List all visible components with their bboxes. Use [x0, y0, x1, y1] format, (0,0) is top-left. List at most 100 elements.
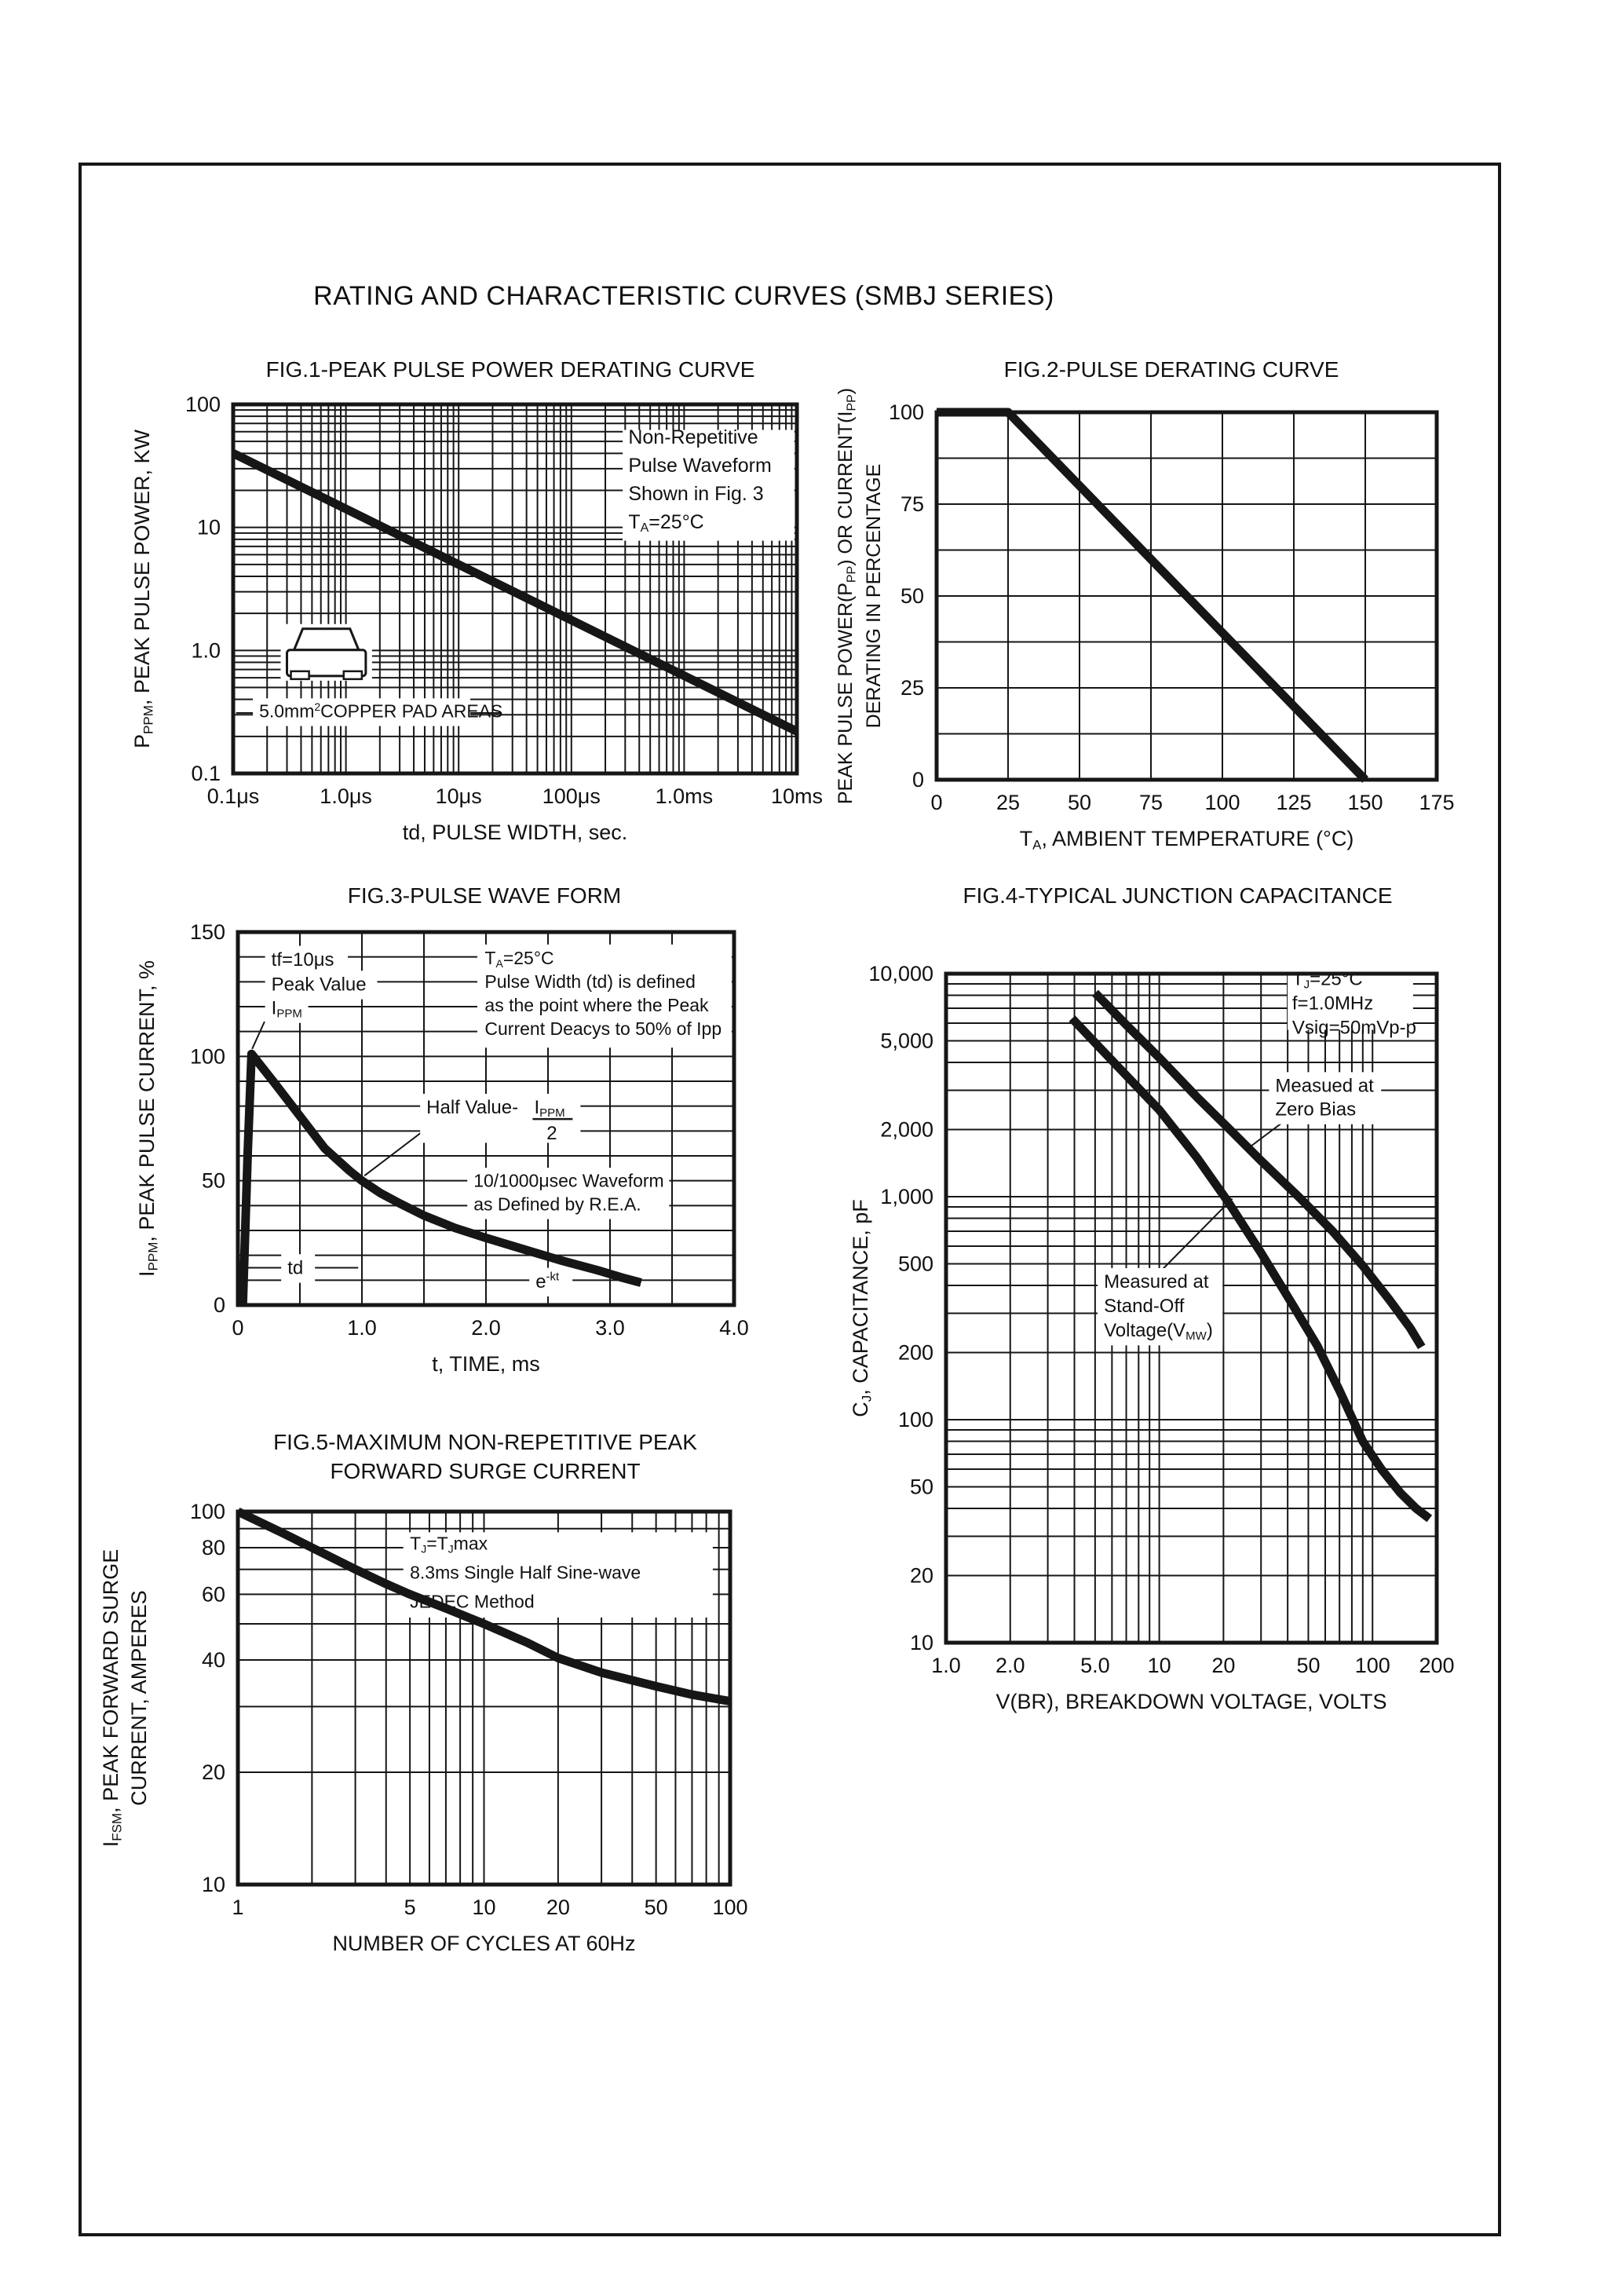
svg-text:3.0: 3.0 [595, 1316, 625, 1340]
svg-text:Pulse Width (td) is defined: Pulse Width (td) is defined [484, 971, 695, 992]
fig4-series-zero-bias [1091, 989, 1426, 1350]
fig5-title-line1: FIG.5-MAXIMUM NON-REPETITIVE PEAK [273, 1430, 697, 1454]
svg-text:TA=25°C: TA=25°C [484, 948, 553, 970]
svg-text:100: 100 [1204, 791, 1240, 814]
fig1-chart: Non-Repetitive Pulse Waveform Shown in Fig… [130, 393, 823, 844]
svg-text:25: 25 [901, 676, 924, 700]
fig4-y-axis-title-0: CJ, CAPACITANCE, pF [849, 1199, 875, 1417]
fig1-smb-package-icon [280, 623, 372, 681]
svg-text:100: 100 [190, 1500, 225, 1523]
svg-text:20: 20 [1211, 1654, 1235, 1677]
svg-text:e-kt: e-kt [535, 1270, 560, 1292]
svg-text:0: 0 [232, 1316, 243, 1340]
svg-text:0: 0 [930, 791, 942, 814]
fig2-chart: 0 25 50 75 100 125 150 175 0 25 50 75 100 TA, AMBIENT… [835, 388, 1455, 853]
svg-text:0.1μs: 0.1μs [207, 784, 260, 808]
svg-text:60: 60 [202, 1582, 225, 1606]
svg-text:80: 80 [202, 1536, 225, 1559]
svg-text:50: 50 [1068, 791, 1091, 814]
svg-text:100: 100 [185, 393, 221, 416]
svg-text:100: 100 [898, 1408, 933, 1431]
fig4-tick-labels: 1.0 2.0 5.0 10 20 50 100 200 10,000 5,000 2,000 1,0… [868, 962, 1454, 1677]
fig5-x-axis-title: NUMBER OF CYCLES AT 60Hz [332, 1932, 635, 1955]
fig4-series-stand-off-voltage [1069, 1015, 1433, 1523]
fig3-plot-border [236, 930, 736, 1307]
fig2-x-axis-title: TA, AMBIENT TEMPERATURE (°C) [1020, 827, 1354, 853]
fig5-y-axis-title-0: IFSM, PEAK FORWARD SURGE [99, 1549, 125, 1847]
fig1-annotation-4: 5.0mm2COPPER PAD AREAS [253, 698, 502, 726]
svg-text:2: 2 [546, 1123, 557, 1144]
svg-text:40: 40 [202, 1648, 225, 1672]
fig1-series-peak-pulse-power [231, 449, 799, 736]
svg-text:500: 500 [898, 1252, 933, 1275]
svg-text:10μs: 10μs [436, 784, 482, 808]
svg-text:Measured at: Measured at [1104, 1271, 1209, 1292]
fig2-title: FIG.2-PULSE DERATING CURVE [1003, 357, 1339, 382]
svg-text:as Defined by R.E.A.: as Defined by R.E.A. [473, 1194, 641, 1215]
svg-text:TJ=TJmax: TJ=TJmax [410, 1534, 488, 1556]
svg-text:Vsig=50mVp-p: Vsig=50mVp-p [1292, 1017, 1416, 1038]
svg-text:1.0ms: 1.0ms [656, 784, 714, 808]
svg-text:as the point where the Peak: as the point where the Peak [484, 995, 709, 1015]
svg-text:1,000: 1,000 [880, 1185, 933, 1208]
svg-text:10: 10 [1148, 1654, 1171, 1677]
svg-text:20: 20 [202, 1760, 225, 1784]
svg-text:2,000: 2,000 [880, 1118, 933, 1142]
svg-text:10/1000μsec Waveform: 10/1000μsec Waveform [473, 1171, 664, 1191]
svg-text:200: 200 [1419, 1654, 1454, 1677]
svg-text:Peak Value: Peak Value [272, 974, 367, 995]
fig1-annotation-0: Non-Repetitive Pulse Waveform Shown in Fig… [623, 426, 795, 541]
svg-text:150: 150 [190, 920, 225, 944]
svg-text:50: 50 [202, 1169, 225, 1193]
fig1-y-axis-title-0: PPPM, PEAK PULSE POWER, KW [130, 430, 156, 748]
svg-text:5.0: 5.0 [1080, 1654, 1110, 1677]
svg-text:50: 50 [910, 1475, 933, 1498]
svg-text:50: 50 [901, 584, 924, 608]
fig3-annotation-3: IPPM [265, 994, 309, 1023]
svg-text:1.0: 1.0 [191, 638, 221, 662]
fig3-title: FIG.3-PULSE WAVE FORM [347, 883, 622, 908]
svg-text:100: 100 [889, 400, 924, 424]
fig3-annotation-0: tf=10μs [265, 945, 349, 974]
page-title: RATING AND CHARACTERISTIC CURVES (SMBJ S… [313, 281, 1054, 311]
svg-text:1.0: 1.0 [347, 1316, 377, 1340]
svg-text:IPPM: IPPM [534, 1097, 564, 1120]
svg-text:Stand-Off: Stand-Off [1104, 1296, 1185, 1317]
svg-text:100μs: 100μs [542, 784, 601, 808]
svg-text:10: 10 [910, 1631, 933, 1654]
fig5-series-surge-current [236, 1508, 731, 1706]
svg-text:TA=25°C: TA=25°C [628, 511, 703, 535]
svg-text:200: 200 [898, 1341, 933, 1365]
svg-text:td: td [287, 1257, 303, 1278]
fig3-x-axis-title: t, TIME, ms [432, 1352, 540, 1376]
svg-text:tf=10μs: tf=10μs [272, 949, 334, 971]
svg-text:5.0mm2COPPER PAD AREAS: 5.0mm2COPPER PAD AREAS [259, 700, 502, 722]
fig2-plot-border [934, 410, 1439, 782]
svg-text:75: 75 [901, 492, 924, 516]
fig5-title-line2: FORWARD SURGE CURRENT [330, 1459, 641, 1483]
fig1-title: FIG.1-PEAK PULSE POWER DERATING CURVE [265, 357, 755, 382]
fig3-annotation-9: td [281, 1254, 316, 1283]
svg-text:Voltage(VMW): Voltage(VMW) [1104, 1320, 1213, 1343]
fig2-y-axis-title-0: PEAK PULSE POWER(PPP) OR CURRENT(IPP) [835, 388, 858, 804]
svg-text:100: 100 [190, 1044, 225, 1068]
fig1-plot-border [231, 402, 799, 776]
svg-text:Zero Bias: Zero Bias [1275, 1099, 1356, 1121]
fig3-annotation-6: Half Value- IPPM 2 [420, 1093, 581, 1144]
svg-text:Non-Repetitive: Non-Repetitive [628, 426, 758, 448]
svg-text:1: 1 [232, 1896, 243, 1919]
fig5-plot-border [236, 1509, 732, 1887]
fig5-y-axis-title-1: CURRENT, AMPERES [127, 1590, 151, 1806]
fig4-x-axis-title: V(BR), BREAKDOWN VOLTAGE, VOLTS [995, 1690, 1386, 1713]
svg-text:10: 10 [197, 516, 221, 539]
svg-text:8.3ms Single Half Sine-wave: 8.3ms Single Half Sine-wave [410, 1563, 641, 1583]
svg-text:10ms: 10ms [771, 784, 823, 808]
fig5-tick-labels: 1 5 10 20 50 100 10 20 40 60 80 100 [190, 1500, 748, 1919]
svg-text:10,000: 10,000 [868, 962, 933, 985]
fig4-plot-border [944, 971, 1439, 1645]
